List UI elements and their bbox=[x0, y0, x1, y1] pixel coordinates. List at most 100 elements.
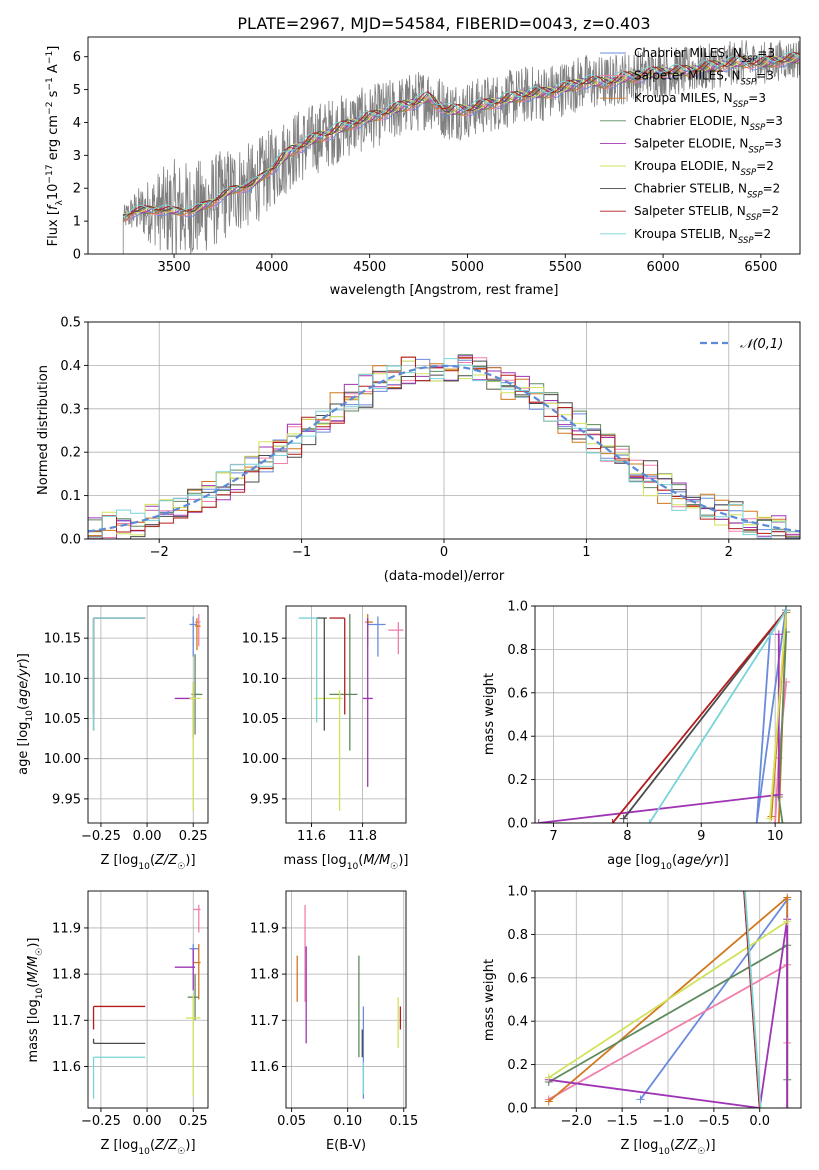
weight-marker bbox=[544, 1073, 553, 1082]
y-axis-label: Normed distribution bbox=[36, 365, 51, 495]
x-tick-label: 4000 bbox=[255, 260, 288, 275]
axes-frame bbox=[285, 605, 407, 824]
legend-label: Salpeter STELIB, NSSP=2 bbox=[634, 204, 779, 223]
residual-histogram-panel: −2 −1 0 1 2 0.0 0.1 0.2 0.3 0.4 0.5 (data-model)/er… bbox=[36, 316, 801, 584]
x-tick-label: −0.25 bbox=[81, 829, 121, 844]
y-tick-label: 1.0 bbox=[507, 885, 528, 900]
weight-marker bbox=[756, 1104, 765, 1108]
label-part: ☉ bbox=[697, 1147, 705, 1157]
label-part: Z [log bbox=[100, 853, 138, 868]
y-tick-label: 6 bbox=[73, 50, 81, 65]
plot-area bbox=[535, 606, 801, 823]
age-vs-metallicity-panel: −0.25 0.00 0.25 9.95 10.00 10.05 10.10 10.15 Z [… bbox=[16, 605, 209, 872]
y-tick-label: 0.4 bbox=[507, 1015, 528, 1030]
label-part: −1 bbox=[45, 51, 55, 64]
legend-label-tail: =3 bbox=[757, 46, 775, 60]
x-tick-label: 10 bbox=[767, 829, 784, 844]
normal-reference-curve bbox=[88, 364, 800, 533]
legend-label-main: Kroupa ELODIE, N bbox=[634, 159, 741, 173]
x-tick-label: 11.6 bbox=[297, 829, 326, 844]
legend-label: Salpeter MILES, NSSP=3 bbox=[634, 69, 774, 88]
legend-label-sub: SSP bbox=[746, 213, 762, 223]
legend-label-tail: =2 bbox=[756, 159, 774, 173]
axes-frame bbox=[87, 890, 209, 1109]
legend-label-main: Salpeter STELIB, N bbox=[634, 204, 746, 218]
x-tick-label: 7 bbox=[549, 829, 557, 844]
y-tick-label: 10.10 bbox=[44, 672, 81, 687]
model-line-7 bbox=[123, 52, 800, 217]
legend-label-sub: SSP bbox=[738, 236, 754, 246]
y-tick-label: 9.95 bbox=[52, 792, 81, 807]
x-axis-label: mass [log10(M/M☉)] bbox=[284, 853, 409, 872]
x-tick-label: −1 bbox=[292, 545, 311, 560]
plot-content bbox=[92, 904, 201, 1099]
y-tick-label: 10.00 bbox=[44, 752, 81, 767]
x-tick-label: 8 bbox=[623, 829, 631, 844]
legend-label: Salpeter ELODIE, NSSP=3 bbox=[634, 136, 782, 155]
legend-label-tail: =3 bbox=[748, 91, 766, 105]
label-part: f bbox=[46, 203, 61, 210]
weight-marker bbox=[782, 606, 791, 615]
y-tick-label: 0 bbox=[73, 248, 81, 263]
x-tick-label: 6000 bbox=[647, 260, 680, 275]
plot-content bbox=[544, 891, 792, 1108]
y-tick-label: 0.2 bbox=[507, 773, 528, 788]
y-tick-label: 0.2 bbox=[507, 1058, 528, 1073]
y-tick-label: 0.1 bbox=[60, 489, 81, 504]
label-part: 10 bbox=[138, 1147, 150, 1157]
label-part: Z/Z bbox=[154, 1138, 178, 1153]
weight-line-4 bbox=[548, 919, 789, 1108]
label-part: A bbox=[46, 64, 61, 77]
label-part: mass [log bbox=[284, 853, 347, 868]
legend-label-main: Salpeter MILES, N bbox=[634, 69, 741, 83]
weight-marker bbox=[636, 1095, 645, 1104]
y-tick-label: 0.3 bbox=[60, 402, 81, 417]
model-line-1 bbox=[123, 57, 800, 222]
weight-marker bbox=[608, 819, 617, 823]
x-tick-label: 0.10 bbox=[333, 1114, 362, 1129]
plot-area bbox=[88, 606, 208, 823]
weight-marker bbox=[544, 1097, 553, 1106]
legend-label-sub: SSP bbox=[750, 123, 766, 133]
model-line-3 bbox=[122, 56, 800, 221]
label-part: )] bbox=[185, 853, 195, 868]
mass-vs-extinction-panel: 0.05 0.10 0.15 11.6 11.7 11.8 11.9 E(B-V) bbox=[250, 890, 418, 1153]
age-vs-mass-panel: 11.6 11.8 9.95 10.00 10.05 10.10 10.15 mass [lo… bbox=[242, 605, 409, 872]
weight-marker bbox=[783, 917, 792, 926]
plot-area bbox=[88, 891, 208, 1108]
y-tick-label: 0.6 bbox=[507, 686, 528, 701]
y-axis-label: mass weight bbox=[482, 959, 497, 1041]
label-part: −1 bbox=[45, 77, 55, 90]
legend-label-tail: =3 bbox=[765, 114, 783, 128]
x-tick-label: 0.00 bbox=[133, 829, 162, 844]
x-axis-label: Z [log10(Z/Z☉)] bbox=[620, 1138, 715, 1157]
weight-marker bbox=[783, 893, 792, 902]
x-axis-label: (data-model)/error bbox=[384, 569, 505, 584]
x-tick-label: 2 bbox=[725, 545, 733, 560]
x-tick-label: 0.15 bbox=[389, 1114, 418, 1129]
weight-marker bbox=[778, 819, 787, 823]
weight-marker bbox=[645, 819, 654, 823]
plot-area bbox=[286, 891, 406, 1108]
y-tick-label: 3 bbox=[73, 149, 81, 164]
legend-label-tail: =2 bbox=[754, 227, 772, 241]
label-part: s bbox=[46, 90, 61, 101]
label-part: )] bbox=[719, 853, 729, 868]
label-part: ☉ bbox=[35, 948, 45, 956]
x-axis-label: age [log10(age/yr)] bbox=[607, 853, 729, 872]
label-part: Z [log bbox=[620, 1138, 658, 1153]
weight-marker bbox=[741, 891, 750, 895]
legend-label: Kroupa MILES, NSSP=3 bbox=[634, 91, 766, 110]
legend-label-tail: =2 bbox=[763, 182, 781, 196]
label-part: Flux [ bbox=[46, 210, 61, 246]
legend-label-tail: =2 bbox=[761, 204, 779, 218]
y-axis-label: mass weight bbox=[482, 673, 497, 755]
x-tick-label: 0 bbox=[440, 545, 448, 560]
weight-marker bbox=[771, 819, 780, 823]
x-tick-label: −0.25 bbox=[81, 1114, 121, 1129]
weight-marker bbox=[774, 790, 783, 799]
y-tick-label: 0.6 bbox=[507, 971, 528, 986]
